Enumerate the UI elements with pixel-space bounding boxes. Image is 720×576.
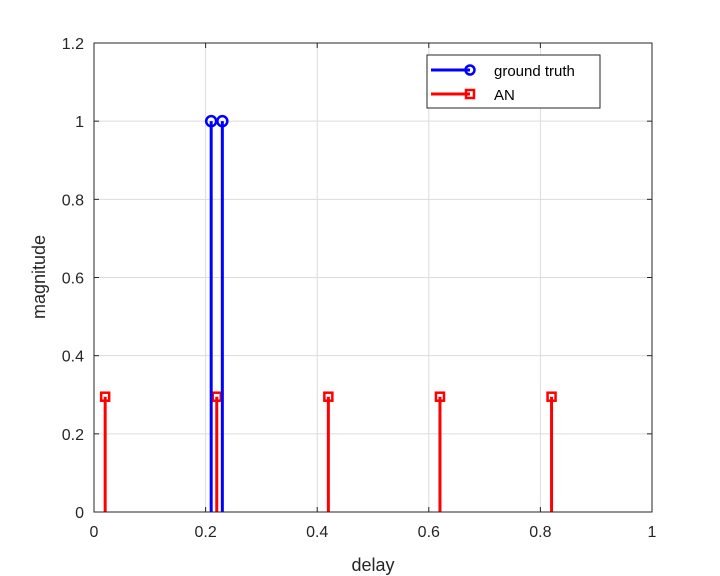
x-tick-label: 0.4 bbox=[306, 524, 328, 541]
y-tick-label: 0.6 bbox=[62, 271, 84, 288]
legend-marker-ground-truth bbox=[464, 64, 476, 76]
x-tick-label: 0.8 bbox=[529, 524, 551, 541]
legend-box bbox=[426, 54, 601, 109]
ticks bbox=[93, 42, 653, 513]
x-axis-title: delay bbox=[351, 555, 394, 575]
y-tick-label: 1 bbox=[75, 114, 84, 131]
x-tick-label: 0 bbox=[90, 524, 99, 541]
legend-label-ground-truth: ground truth bbox=[494, 63, 575, 80]
stem-marker-an bbox=[211, 391, 223, 402]
y-tick-label: 1.2 bbox=[62, 36, 84, 53]
x-tick-label: 1 bbox=[648, 524, 657, 541]
y-tick-label: 0.8 bbox=[62, 192, 84, 209]
stem-marker-an bbox=[99, 391, 111, 402]
stem-marker-an bbox=[323, 391, 334, 402]
legend-label-an: AN bbox=[494, 87, 515, 104]
stem-marker-an bbox=[546, 391, 557, 402]
y-tick-label: 0.4 bbox=[62, 349, 84, 366]
y-axis-title: magnitude bbox=[29, 235, 49, 319]
x-tick-label: 0.2 bbox=[194, 524, 216, 541]
legend: ground truth AN bbox=[426, 54, 601, 109]
y-tick-label: 0 bbox=[75, 505, 84, 522]
stem-marker-an bbox=[434, 391, 446, 402]
legend-marker-an bbox=[464, 88, 476, 100]
y-tick-label: 0.2 bbox=[62, 427, 84, 444]
x-tick-label: 0.6 bbox=[418, 524, 440, 541]
stems bbox=[99, 114, 557, 512]
tick-labels: 0 0.2 0.4 0.6 0.8 1 0 0.2 0.4 0.6 0.8 1 1.2 bbox=[62, 36, 657, 541]
stem-marker-ground-truth bbox=[216, 114, 229, 128]
